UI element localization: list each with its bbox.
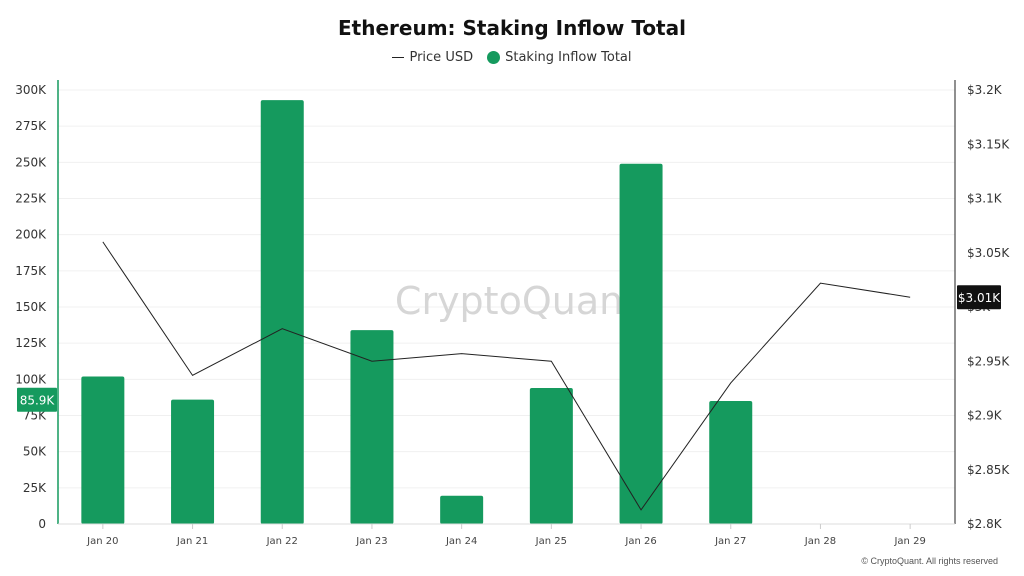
left-value-marker bbox=[17, 387, 57, 412]
watermark: CryptoQuant bbox=[395, 279, 638, 323]
legend-dot-icon bbox=[487, 51, 501, 64]
left-value-marker-label: 85.9K bbox=[20, 394, 56, 408]
y-left-tick-label: 50K bbox=[23, 445, 47, 459]
y-left-tick-label: 200K bbox=[15, 228, 47, 242]
y-left-tick-label: 25K bbox=[23, 481, 47, 495]
bar bbox=[619, 163, 663, 524]
chart-title: Ethereum: Staking Inflow Total bbox=[338, 16, 686, 40]
bar bbox=[529, 388, 573, 524]
right-value-marker-label: $3.01K bbox=[958, 291, 1001, 305]
legend-item-price[interactable]: Price USD bbox=[392, 50, 473, 65]
bar bbox=[440, 495, 484, 524]
bar bbox=[81, 376, 125, 524]
y-right-tick-label: $2.9K bbox=[967, 409, 1003, 423]
legend-label-staking: Staking Inflow Total bbox=[505, 50, 632, 65]
y-left-tick-label: 75K bbox=[23, 409, 47, 423]
y-left-tick-label: 0 bbox=[38, 517, 46, 531]
y-right-tick-label: $3.1K bbox=[967, 192, 1003, 206]
x-tick-label: Jan 24 bbox=[445, 536, 477, 547]
bar bbox=[260, 100, 304, 525]
y-left-tick-label: 175K bbox=[15, 264, 47, 278]
y-left-tick-label: 225K bbox=[15, 192, 47, 206]
x-tick-label: Jan 23 bbox=[355, 536, 387, 547]
y-left-tick-label: 250K bbox=[15, 155, 47, 169]
copyright-footer: © CryptoQuant. All rights reserved bbox=[861, 556, 998, 566]
bar bbox=[709, 401, 753, 524]
x-tick-label: Jan 29 bbox=[893, 536, 925, 547]
right-value-marker bbox=[957, 285, 1001, 310]
y-right-tick-label: $2.8K bbox=[967, 517, 1003, 531]
y-left-tick-label: 125K bbox=[15, 336, 47, 350]
y-left-tick-label: 275K bbox=[15, 119, 47, 133]
y-left-tick-label: 150K bbox=[15, 300, 47, 314]
legend: Price USD Staking Inflow Total bbox=[0, 50, 1024, 65]
bar bbox=[350, 330, 394, 524]
y-left-tick-label: 300K bbox=[15, 83, 47, 97]
legend-line-icon bbox=[392, 57, 405, 58]
y-right-tick-label: $3.05K bbox=[967, 246, 1010, 260]
x-tick-label: Jan 26 bbox=[624, 536, 656, 547]
price-line bbox=[102, 241, 911, 511]
y-left-tick-label: 100K bbox=[15, 372, 47, 386]
x-tick-label: Jan 20 bbox=[86, 536, 118, 547]
legend-label-price: Price USD bbox=[409, 50, 474, 65]
y-right-tick-label: $2.95K bbox=[967, 354, 1010, 368]
y-right-tick-label: $3.2K bbox=[967, 83, 1003, 97]
x-tick-label: Jan 22 bbox=[266, 536, 298, 547]
x-tick-label: Jan 21 bbox=[176, 536, 208, 547]
bar bbox=[171, 399, 215, 524]
y-right-tick-label: $3.15K bbox=[967, 137, 1010, 151]
y-right-tick-label: $2.85K bbox=[967, 463, 1010, 477]
x-tick-label: Jan 25 bbox=[535, 536, 567, 547]
legend-item-staking[interactable]: Staking Inflow Total bbox=[487, 50, 632, 65]
x-tick-label: Jan 28 bbox=[804, 536, 836, 547]
x-tick-label: Jan 27 bbox=[714, 536, 746, 547]
